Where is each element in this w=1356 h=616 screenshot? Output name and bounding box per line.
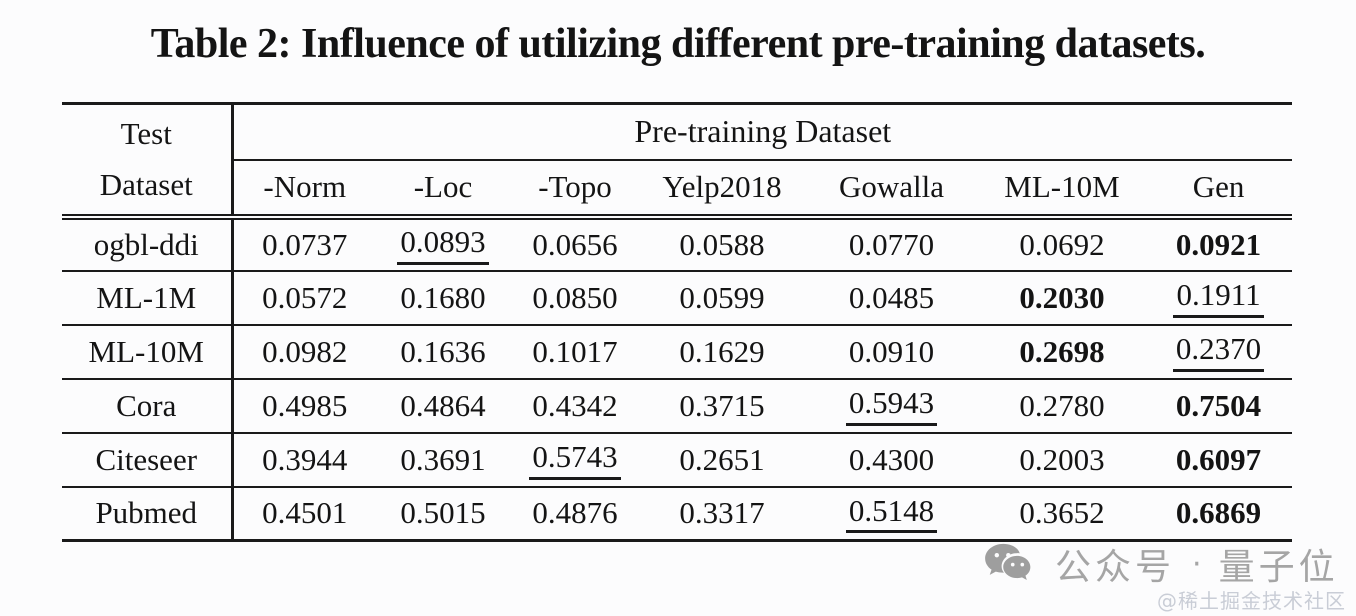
cell-value: 0.6869 <box>1145 486 1293 542</box>
watermark-separator: · <box>1192 546 1202 582</box>
row-header-line2: Dataset <box>99 167 193 203</box>
cell-value: 0.0692 <box>979 216 1145 272</box>
cell-value: 0.3691 <box>376 432 510 488</box>
column-header-loc: -Loc <box>376 159 510 220</box>
cell-value: 0.4501 <box>232 486 376 542</box>
column-header-topo: -Topo <box>510 159 640 220</box>
row-label: ML-10M <box>62 324 234 380</box>
cell-value: 0.0982 <box>232 324 376 380</box>
row-label: ogbl-ddi <box>62 216 234 272</box>
column-header-yelp2018: Yelp2018 <box>640 159 804 220</box>
cell-value: 0.0893 <box>376 216 510 272</box>
cell-value: 0.3944 <box>232 432 376 488</box>
cell-value: 0.3652 <box>979 486 1145 542</box>
cell-value: 0.2780 <box>979 378 1145 434</box>
cell-value: 0.0599 <box>640 270 804 326</box>
cell-value: 0.0737 <box>232 216 376 272</box>
cell-value: 0.5943 <box>804 378 979 434</box>
cell-value: 0.2651 <box>640 432 804 488</box>
results-table: Test Dataset Pre-training Dataset -Norm … <box>62 102 1293 542</box>
watermark-wechat-label: 公众号 <box>1055 547 1176 588</box>
row-label: ML-1M <box>62 270 234 326</box>
column-header-gowalla: Gowalla <box>804 159 979 220</box>
cell-value: 0.7504 <box>1145 378 1293 434</box>
cell-value: 0.4300 <box>804 432 979 488</box>
table-row: Pubmed 0.4501 0.5015 0.4876 0.3317 0.514… <box>62 486 1293 542</box>
community-credit: @稀土掘金技术社区 <box>1157 589 1346 613</box>
cell-value: 0.5743 <box>510 432 640 488</box>
table-row: Citeseer 0.3944 0.3691 0.5743 0.2651 0.4… <box>62 432 1293 488</box>
cell-value: 0.5148 <box>804 486 979 542</box>
cell-value: 0.4342 <box>510 378 640 434</box>
cell-value: 0.0921 <box>1145 216 1293 272</box>
cell-value: 0.1911 <box>1145 270 1293 326</box>
row-header-line1: Test <box>120 116 172 152</box>
cell-value: 0.2030 <box>979 270 1145 326</box>
cell-value: 0.0850 <box>510 270 640 326</box>
cell-value: 0.0588 <box>640 216 804 272</box>
group-header: Pre-training Dataset <box>232 103 1293 161</box>
cell-value: 0.1636 <box>376 324 510 380</box>
table-row: Cora 0.4985 0.4864 0.4342 0.3715 0.5943 … <box>62 378 1293 434</box>
table-row: ML-10M 0.0982 0.1636 0.1017 0.1629 0.091… <box>62 324 1293 380</box>
row-label: Pubmed <box>62 486 234 542</box>
table-row: ogbl-ddi 0.0737 0.0893 0.0656 0.0588 0.0… <box>62 216 1293 272</box>
row-header-title: Test Dataset <box>62 103 234 220</box>
cell-value: 0.3317 <box>640 486 804 542</box>
cell-value: 0.0485 <box>804 270 979 326</box>
column-header-ml10m: ML-10M <box>979 159 1145 220</box>
cell-value: 0.0770 <box>804 216 979 272</box>
cell-value: 0.0910 <box>804 324 979 380</box>
cell-value: 0.4864 <box>376 378 510 434</box>
cell-value: 0.0572 <box>232 270 376 326</box>
table-caption: Table 2: Influence of utilizing differen… <box>150 21 1206 67</box>
cell-value: 0.6097 <box>1145 432 1293 488</box>
cell-value: 0.1629 <box>640 324 804 380</box>
cell-value: 0.4985 <box>232 378 376 434</box>
watermark: 公众号 · 量子位 <box>982 538 1339 590</box>
cell-value: 0.1017 <box>510 324 640 380</box>
cell-value: 0.3715 <box>640 378 804 434</box>
cell-value: 0.1680 <box>376 270 510 326</box>
column-header-norm: -Norm <box>232 159 376 220</box>
watermark-account-name: 量子位 <box>1218 547 1339 588</box>
cell-value: 0.2370 <box>1145 324 1293 380</box>
cell-value: 0.2003 <box>979 432 1145 488</box>
cell-value: 0.5015 <box>376 486 510 542</box>
wechat-icon <box>985 543 1031 580</box>
column-header-gen: Gen <box>1145 159 1293 220</box>
cell-value: 0.0656 <box>510 216 640 272</box>
cell-value: 0.4876 <box>510 486 640 542</box>
row-label: Citeseer <box>62 432 234 488</box>
row-label: Cora <box>62 378 234 434</box>
cell-value: 0.2698 <box>979 324 1145 380</box>
table-row: ML-1M 0.0572 0.1680 0.0850 0.0599 0.0485… <box>62 270 1293 326</box>
